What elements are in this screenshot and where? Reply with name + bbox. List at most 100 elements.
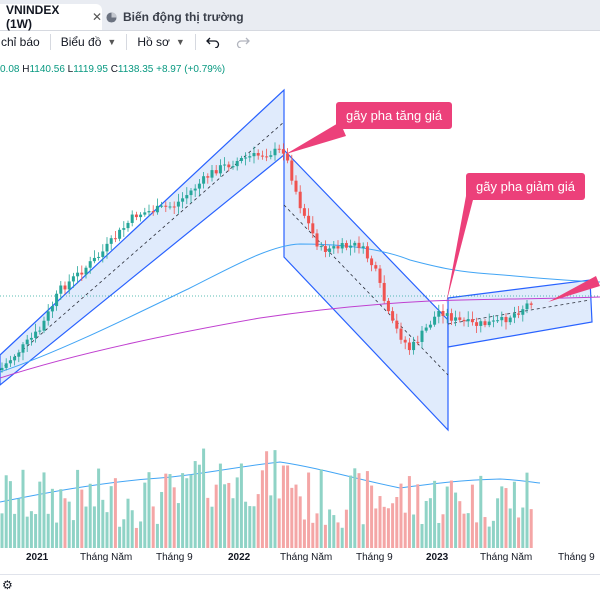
profile-button[interactable]: Hồ sơ ▼ [137,30,184,54]
candle-body [63,285,67,290]
candle-body [487,321,491,326]
candle-body [8,360,12,364]
redo-icon [236,37,250,48]
volume-bar [134,527,138,548]
chart-type-button[interactable]: Biểu đồ ▼ [61,30,117,54]
price-chart[interactable] [0,80,600,552]
volume-bar [122,519,126,548]
tab-market-movement[interactable]: Biến động thị trường [100,4,256,30]
candle-body [483,321,487,326]
candle-body [357,242,361,249]
volume-bar [206,497,210,548]
ohlc-high-label: H [22,64,30,75]
volume-bar [273,450,277,548]
volume-bar [34,514,38,548]
candle-body [265,156,269,158]
volume-bar [46,513,50,548]
candle-body [17,352,21,357]
time-axis-label: 2021 [26,552,49,563]
volume-bar [349,475,353,548]
volume-bar [483,517,487,548]
candle-body [223,164,227,166]
annotation-break-uptrend[interactable]: gãy pha tăng giá [336,102,453,129]
undo-button[interactable] [205,30,220,54]
candle-body [4,363,8,368]
annotation-break-downtrend[interactable]: gãy pha giảm giá [466,173,586,200]
candle-body [323,246,327,252]
redo-button[interactable] [236,30,250,54]
time-axis-label: Tháng 9 [156,552,193,563]
time-axis-label: Tháng 9 [558,552,595,563]
volume-bar [517,517,521,548]
volume-bar [340,527,344,548]
candle-body [319,246,323,248]
volume-bar [256,494,260,548]
candle-body [55,293,59,307]
volume-bar [252,506,256,548]
candle-body [139,214,143,218]
tab-vnindex[interactable]: VNINDEX (1W) ✕ [0,3,102,31]
candle-body [307,215,311,224]
volume-bar [55,522,59,548]
volume-bar [185,478,189,548]
volume-bar [139,521,143,548]
candle-body [500,316,504,321]
candle-body [403,339,407,343]
candle-body [302,208,306,216]
settings-icon[interactable]: ⚙ [2,578,13,592]
candle-body [508,317,512,323]
candle-body [294,180,298,192]
volume-bar [407,476,411,548]
volume-bar [231,498,235,548]
candle-body [328,248,332,252]
candle-body [315,233,319,247]
candle-body [206,176,210,178]
close-icon[interactable]: ✕ [91,10,102,24]
candle-body [391,311,395,321]
indicators-button[interactable]: chỉ báo [1,30,40,54]
candle-body [189,190,193,196]
candle-body [172,206,176,208]
ohlc-close-label: C [110,64,118,75]
volume-bar [399,483,403,548]
candle-body [109,238,113,244]
volume-bar [328,509,332,548]
candle-body [399,328,403,340]
volume-bar [88,483,92,548]
volume-bar [311,522,315,548]
volume-bar [315,513,319,548]
candle-body [491,320,495,322]
volume-bar [294,484,298,548]
volume-bar [307,472,311,548]
ohlc-open: 0.08 [0,64,20,75]
candle-body [470,319,474,323]
volume-bar [109,486,113,548]
candle-body [197,183,201,189]
volume-bar [151,506,155,548]
pie-chart-icon [106,11,117,23]
candle-body [29,337,33,340]
volume-bar [269,495,273,548]
candle-body [386,300,390,312]
candle-body [428,324,432,328]
candle-body [231,166,235,168]
volume-bar [424,500,428,548]
candle-body [21,344,25,353]
time-axis[interactable]: 2021 Tháng Năm Tháng 9 2022 Tháng Năm Tháng 9… [0,552,600,570]
candle-body [248,156,252,158]
volume-bar [59,489,63,548]
volume-bar [181,473,185,548]
volume-bar [525,472,529,548]
candle-body [365,246,369,259]
volume-bar [512,481,516,548]
candle-body [416,341,420,343]
volume-bar [118,526,122,548]
volume-bar [105,512,109,548]
candle-body [374,265,378,269]
candle-body [101,251,105,257]
volume-bar [428,498,432,548]
volume-bar [25,516,29,548]
descending-channel[interactable] [283,148,449,432]
candle-body [46,311,50,321]
volume-bar [13,513,17,548]
